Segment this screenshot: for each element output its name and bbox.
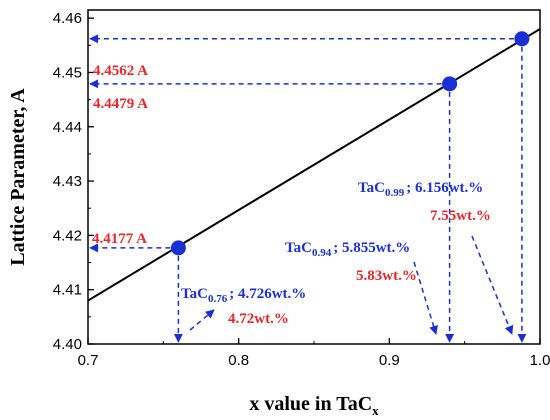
data-point	[170, 240, 186, 256]
x-tick-label: 0.8	[228, 352, 249, 369]
y-tick-label: 4.44	[53, 119, 82, 136]
y-tick-label: 4.41	[53, 282, 82, 299]
x-axis: 0.7 0.8 0.9 1.0	[78, 338, 550, 369]
annotation-arrows	[189, 235, 514, 335]
x-axis-title: x value in TaCx	[249, 393, 379, 418]
fit-line	[87, 28, 541, 302]
composition-label-2: TaC0.94; 5.855wt.%	[285, 240, 410, 259]
y-axis-title: Lattice Parameter, A	[7, 88, 29, 266]
x-tick-label: 0.9	[379, 352, 400, 369]
y-tick-label: 4.43	[53, 173, 82, 190]
measured-label-2: 5.83wt.%	[356, 268, 417, 284]
value-label-1: 4.4177 A	[92, 231, 147, 247]
y-tick-label: 4.46	[53, 10, 82, 27]
value-label-3: 4.4562 A	[93, 63, 148, 79]
data-point	[442, 76, 458, 92]
annotation-arrow-3	[471, 235, 514, 335]
y-tick-label: 4.42	[53, 227, 82, 244]
y-tick-label: 4.40	[53, 336, 82, 353]
value-label-2: 4.4479 A	[93, 96, 148, 112]
annotation-arrow-1	[189, 309, 215, 331]
annotation-arrow-2	[413, 261, 438, 335]
data-points	[170, 31, 530, 256]
x-tick-label: 0.7	[78, 352, 99, 369]
composition-label-1: TaC0.76; 4.726wt.%	[181, 286, 306, 305]
y-tick-label: 4.45	[53, 64, 82, 81]
guide-lines	[89, 34, 527, 343]
y-axis: 4.40 4.41 4.42 4.43 4.44 4.45 4.46	[53, 10, 94, 353]
data-point	[514, 31, 530, 47]
plot-frame	[87, 9, 541, 345]
x-tick-label: 1.0	[530, 352, 550, 369]
measured-label-1: 4.72wt.%	[228, 311, 289, 327]
measured-label-3: 7.55wt.%	[430, 208, 491, 224]
composition-label-3: TaC0.99; 6.156wt.%	[358, 180, 483, 199]
